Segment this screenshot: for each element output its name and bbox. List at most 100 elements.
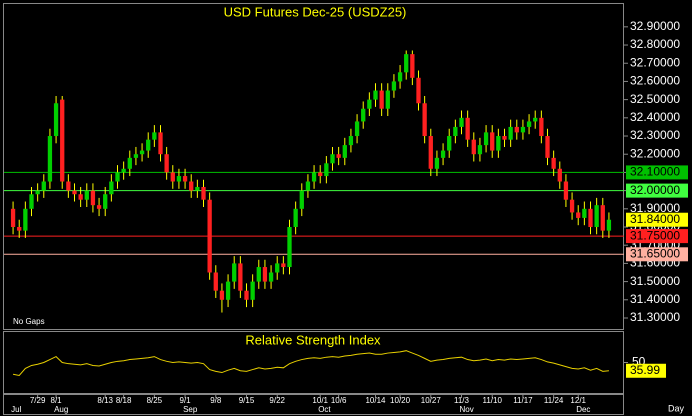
candle-body [47, 136, 53, 182]
candle-body [244, 290, 249, 300]
candle-body [60, 99, 65, 182]
candle-body [66, 181, 71, 191]
candle-body [404, 54, 409, 73]
x-tick-label: 8/1 [51, 396, 63, 405]
candle-body [471, 139, 476, 155]
x-tick-label: 10/27 [421, 396, 442, 405]
candle-body [78, 194, 83, 200]
candle-body [35, 190, 40, 195]
candle-body [72, 190, 77, 195]
candle-body [201, 186, 206, 200]
candle-body [348, 136, 354, 146]
candle-body [496, 136, 501, 151]
y-tick-label: 31.50000 [630, 274, 680, 288]
y-tick-label: 32.90000 [630, 19, 680, 33]
candle-body [225, 281, 231, 300]
candle-body [176, 176, 182, 182]
candle-body [281, 263, 286, 268]
x-tick-label: 8/18 [116, 396, 132, 405]
line-label-box [626, 165, 688, 180]
y-tick-label: 32.40000 [630, 110, 680, 124]
candle-body [428, 136, 433, 169]
last-price-label: 31.84000 [630, 212, 680, 226]
candle-body [410, 54, 415, 78]
candle-body [127, 157, 132, 169]
x-tick-label: 8/25 [147, 396, 163, 405]
candle-body [361, 108, 366, 122]
candle-body [539, 117, 544, 137]
line-label-box [626, 229, 688, 244]
x-tick-label: 11/3 [454, 396, 470, 405]
x-tick-label: 12/1 [570, 396, 586, 405]
y-tick-label: 32.30000 [630, 128, 680, 142]
candle-body [453, 126, 458, 137]
candle-body [182, 176, 188, 182]
y-tick-label: 31.30000 [630, 310, 680, 324]
candle-body [152, 132, 157, 140]
candle-body [10, 208, 16, 228]
y-tick-label: 32.20000 [630, 146, 680, 160]
candle-body [262, 267, 268, 282]
candle-body [293, 208, 298, 228]
candle-body [367, 99, 372, 109]
month-label: Oct [318, 405, 331, 414]
candle-body [41, 181, 46, 191]
candle-body [551, 157, 556, 169]
y-tick-label: 32.60000 [630, 74, 680, 88]
candle-body [189, 181, 194, 191]
candle-body [256, 267, 261, 282]
y-tick-label: 31.90000 [630, 201, 680, 215]
candle-body [600, 205, 605, 231]
last-price-box [626, 212, 688, 227]
candle-body [557, 168, 562, 182]
candle-body [533, 117, 538, 122]
candle-body [213, 272, 218, 291]
candle-body [502, 136, 507, 140]
candle-body [195, 186, 200, 191]
x-tick-label: 10/1 [312, 396, 328, 405]
candle-body [207, 199, 212, 273]
candle-body [459, 117, 464, 127]
candle-body [373, 90, 378, 100]
candle-body [232, 263, 237, 282]
x-tick-label: 8/13 [97, 396, 113, 405]
candle-body [520, 126, 526, 133]
candle-body [23, 208, 28, 231]
candle-body [483, 132, 489, 146]
month-label: Nov [460, 405, 474, 414]
candle-body [440, 150, 446, 158]
y-tick-label: 31.40000 [630, 292, 680, 306]
rsi-last-box [626, 363, 666, 378]
candle-body [330, 154, 335, 164]
candle-body [490, 132, 495, 151]
rsi-panel [3, 331, 624, 394]
candle-body [133, 154, 139, 158]
x-tick-label: 9/15 [239, 396, 255, 405]
x-tick-label: 10/14 [365, 396, 386, 405]
month-label: Sep [183, 405, 198, 414]
x-axis-label: Day [668, 403, 685, 413]
candle-body [299, 190, 304, 209]
candle-body [158, 132, 163, 155]
candle-body [434, 157, 440, 169]
candle-body [342, 145, 347, 158]
candle-body [379, 90, 384, 109]
x-tick-label: 9/1 [180, 396, 192, 405]
month-label: Dec [576, 405, 590, 414]
candle-body [385, 90, 390, 109]
candle-body [84, 190, 89, 200]
candle-body [606, 219, 612, 231]
line-label-box [626, 183, 688, 198]
candle-body [311, 172, 317, 182]
candle-body [287, 227, 292, 268]
note: No Gaps [13, 317, 45, 326]
candle-body [250, 281, 255, 300]
x-tick-label: 9/8 [210, 396, 222, 405]
rsi-last-label: 35.99 [630, 363, 660, 377]
candle-body [422, 103, 427, 137]
candle-body [569, 199, 575, 213]
x-tick-label: 11/24 [544, 396, 564, 405]
candle-body [416, 77, 421, 104]
line-label-box [626, 247, 688, 262]
main-panel [3, 3, 624, 330]
